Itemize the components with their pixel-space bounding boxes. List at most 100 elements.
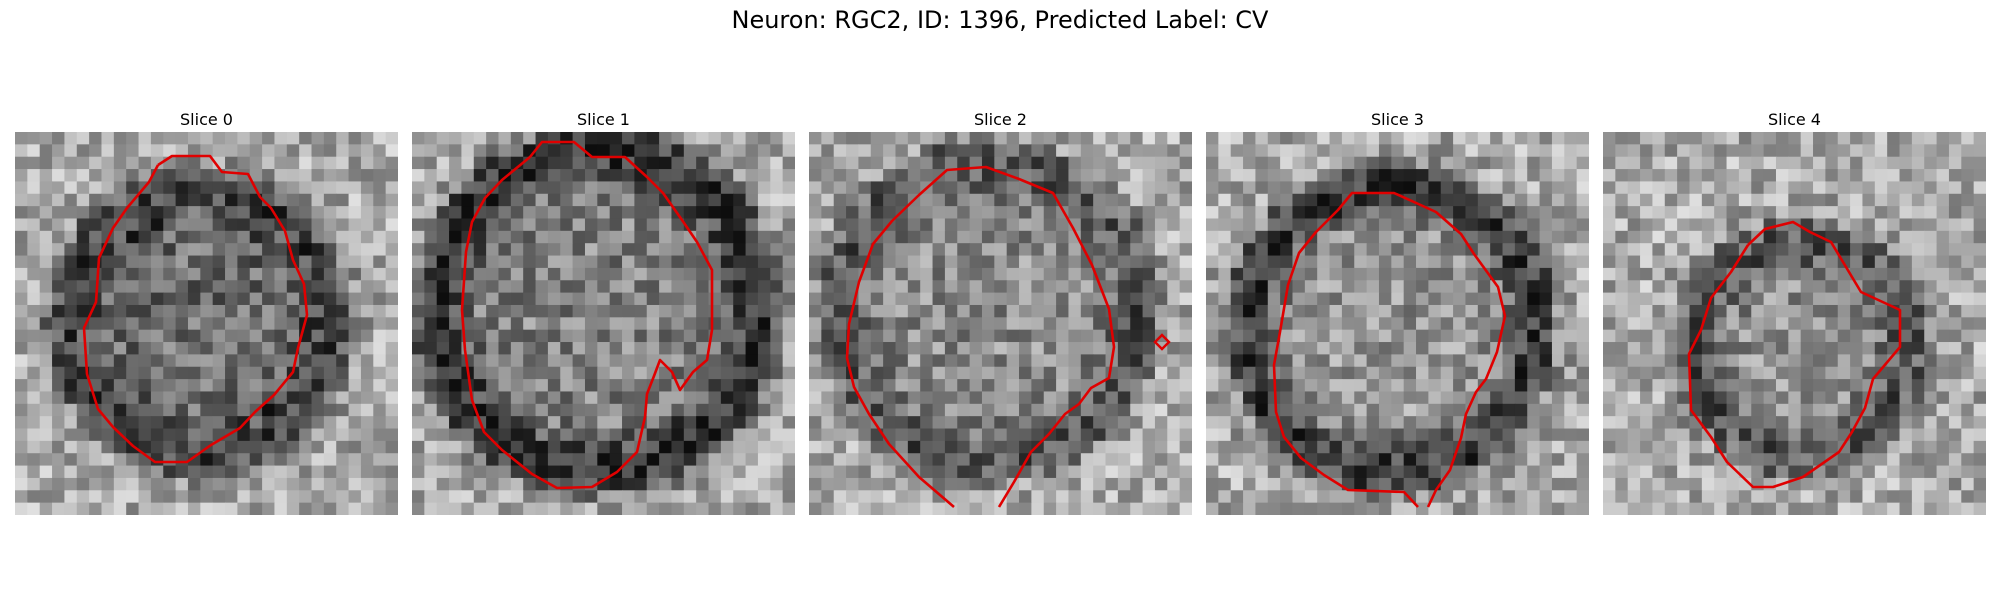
pixel-cell [572, 317, 586, 331]
pixel-cell [683, 329, 697, 343]
pixel-cell [262, 354, 275, 368]
pixel-cell [1142, 379, 1156, 392]
pixel-cell [1948, 502, 1962, 515]
pixel-cell [1961, 354, 1975, 368]
pixel-cell [1924, 329, 1938, 343]
pixel-cell [597, 156, 611, 170]
pixel-cell [1378, 477, 1392, 491]
pixel-cell [994, 329, 1008, 343]
pixel-cell [572, 132, 586, 145]
pixel-cell [200, 453, 214, 467]
pixel-cell [1243, 453, 1256, 467]
pixel-cell [39, 218, 53, 232]
pixel-cell [584, 156, 598, 170]
pixel-cell [1677, 354, 1690, 368]
pixel-cell [52, 206, 65, 219]
pixel-cell [708, 132, 722, 145]
pixel-cell [1837, 329, 1851, 343]
pixel-cell [1006, 502, 1020, 515]
pixel-cell [1218, 477, 1232, 491]
pixel-cell [249, 490, 263, 504]
pixel-cell [1354, 144, 1368, 158]
pixel-cell [299, 243, 313, 257]
pixel-cell [994, 206, 1008, 219]
pixel-cell [1167, 391, 1181, 405]
pixel-cell [348, 465, 362, 479]
pixel-cell [1304, 366, 1318, 380]
pixel-cell [52, 477, 65, 491]
pixel-cell [1428, 428, 1442, 442]
pixel-cell [733, 156, 747, 170]
pixel-cell [1154, 144, 1168, 158]
pixel-cell [932, 132, 946, 145]
pixel-cell [1539, 416, 1553, 430]
pixel-cell [1961, 255, 1975, 269]
pixel-cell [1837, 416, 1851, 430]
pixel-cell [1502, 391, 1516, 405]
pixel-cell [1477, 502, 1491, 515]
pixel-cell [1354, 379, 1368, 392]
pixel-cell [286, 292, 300, 306]
pixel-cell [708, 428, 722, 442]
pixel-cell [833, 206, 847, 219]
pixel-cell [1689, 502, 1703, 515]
pixel-cell [424, 304, 438, 318]
pixel-cell [994, 280, 1008, 294]
pixel-cell [412, 366, 425, 380]
pixel-cell [385, 342, 398, 355]
pixel-cell [39, 379, 53, 392]
pixel-cell [1701, 502, 1715, 515]
pixel-cell [1354, 181, 1368, 195]
pixel-cell [858, 477, 872, 491]
pixel-cell [1652, 206, 1666, 219]
pixel-cell [1391, 465, 1405, 479]
pixel-cell [782, 206, 795, 219]
pixel-cell [175, 230, 189, 244]
pixel-cell [225, 280, 238, 294]
pixel-cell [1093, 317, 1107, 331]
pixel-cell [659, 304, 672, 318]
pixel-cell [733, 132, 747, 145]
pixel-cell [821, 255, 835, 269]
pixel-cell [461, 428, 475, 442]
pixel-cell [597, 366, 611, 380]
pixel-cell [1043, 428, 1057, 442]
pixel-cell [1775, 304, 1789, 318]
pixel-cell [846, 156, 859, 170]
pixel-cell [584, 329, 598, 343]
pixel-cell [609, 304, 623, 318]
pixel-cell [1603, 255, 1616, 269]
pixel-cell [1378, 342, 1392, 355]
pixel-cell [39, 465, 53, 479]
pixel-cell [64, 206, 78, 219]
pixel-cell [870, 502, 884, 515]
pixel-cell [1117, 403, 1131, 417]
pixel-cell [1130, 379, 1144, 392]
pixel-cell [932, 391, 946, 405]
pixel-cell [498, 156, 512, 170]
pixel-cell [212, 354, 226, 368]
pixel-cell [1948, 304, 1962, 318]
pixel-cell [1652, 280, 1666, 294]
pixel-cell [907, 440, 921, 454]
pixel-cell [1317, 428, 1331, 442]
pixel-cell [1973, 144, 1986, 158]
pixel-cell [274, 132, 288, 145]
pixel-cell [1738, 416, 1752, 430]
pixel-cell [64, 181, 78, 195]
pixel-cell [1973, 465, 1986, 479]
pixel-cell [733, 317, 747, 331]
pixel-cell [1800, 391, 1814, 405]
pixel-cell [1874, 490, 1888, 504]
pixel-cell [385, 144, 398, 158]
pixel-cell [1887, 181, 1901, 195]
pixel-cell [15, 243, 28, 257]
pixel-cell [846, 428, 859, 442]
pixel-cell [1924, 428, 1938, 442]
pixel-cell [1366, 169, 1380, 182]
pixel-cell [1862, 490, 1876, 504]
pixel-cell [1961, 156, 1975, 170]
pixel-cell [1564, 416, 1578, 430]
pixel-cell [1874, 304, 1888, 318]
pixel-cell [920, 391, 934, 405]
